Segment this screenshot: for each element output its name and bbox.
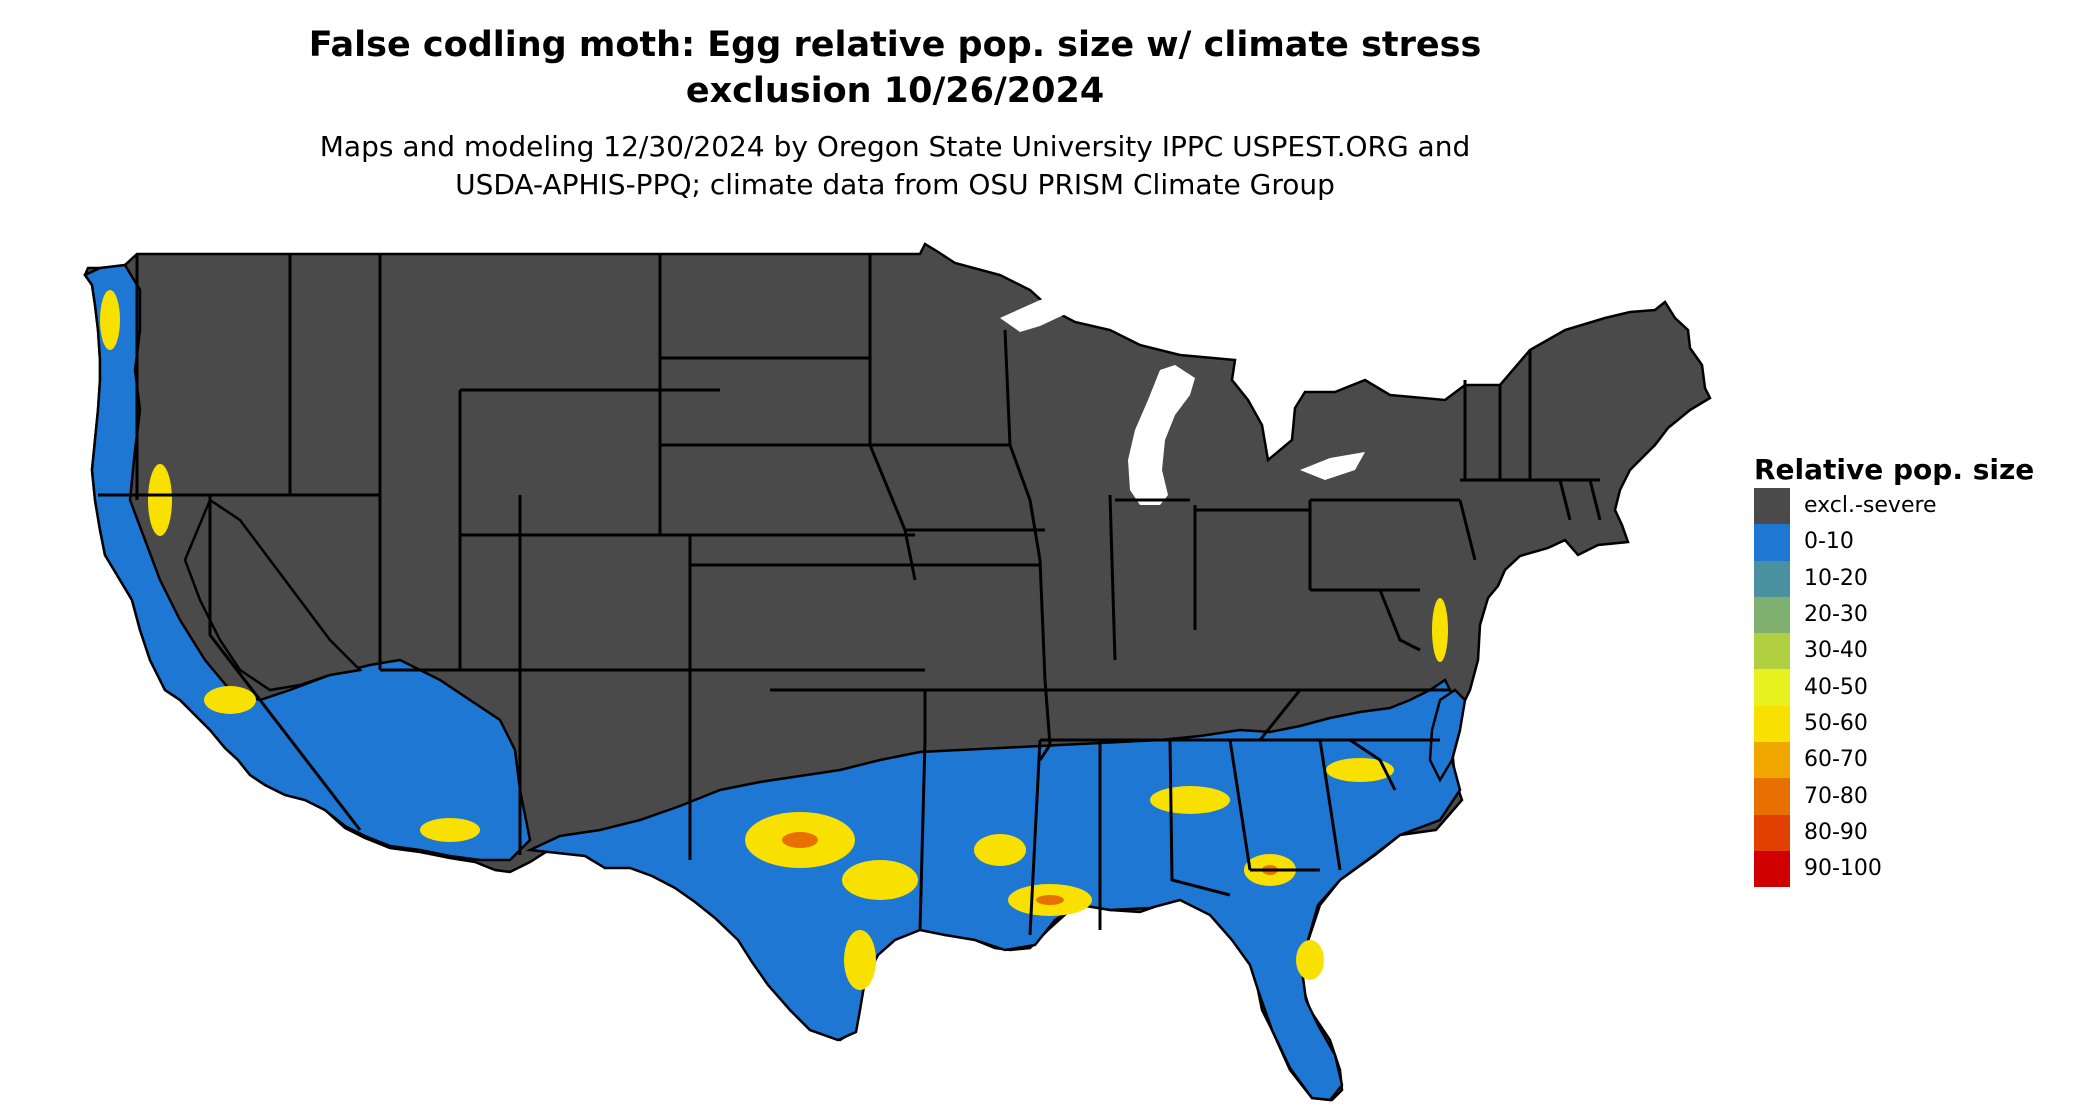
map-subtitle: Maps and modeling 12/30/2024 by Oregon S… xyxy=(0,128,1790,204)
legend-swatch xyxy=(1754,560,1790,597)
legend-item: 50-60 xyxy=(1754,705,2034,743)
legend-item: 80-90 xyxy=(1754,814,2034,851)
hotspot-texas-east xyxy=(842,860,918,900)
legend-item: 90-100 xyxy=(1754,850,2034,888)
western-suitable-zone xyxy=(83,263,532,862)
hotspots-70-80 xyxy=(782,832,1278,905)
legend-item: 60-70 xyxy=(1754,742,2034,779)
legend-swatch xyxy=(1754,850,1790,888)
legend-label: 60-70 xyxy=(1804,747,1868,773)
legend-item: excl.-severe xyxy=(1754,488,2034,525)
hotspot-texas-coast xyxy=(844,930,876,990)
legend-swatch xyxy=(1754,596,1790,634)
legend-swatch xyxy=(1754,633,1790,670)
legend-label: 90-100 xyxy=(1804,856,1882,882)
legend-items: excl.-severe 0-10 10-20 20-30 30-40 40-50 50-6… xyxy=(1754,488,2034,888)
state-border-south xyxy=(1028,688,1450,936)
hotspot-oregon-coast xyxy=(100,290,120,350)
lake-superior-water xyxy=(1000,283,1110,332)
legend-label: excl.-severe xyxy=(1804,493,1937,519)
map-title: False codling moth: Egg relative pop. si… xyxy=(0,22,1790,114)
legend-swatch xyxy=(1754,742,1790,779)
state-borders xyxy=(98,254,1602,936)
map-title-line2: exclusion 10/26/2024 xyxy=(685,71,1105,111)
legend-title: Relative pop. size xyxy=(1754,453,2035,486)
legend-label: 70-80 xyxy=(1804,783,1868,809)
map-legend: Relative pop. size excl.-severe 0-10 10-20… xyxy=(1754,452,2035,888)
legend-item: 20-30 xyxy=(1754,596,2034,634)
hotspot-alabama xyxy=(1150,786,1230,814)
state-border-midwest xyxy=(870,329,1312,761)
legend-label: 0-10 xyxy=(1804,529,1854,555)
legend-swatch xyxy=(1754,778,1790,815)
lake-erie-ontario-water xyxy=(1300,452,1365,480)
us-map xyxy=(83,242,1712,1102)
hotspot-mississippi xyxy=(974,834,1026,866)
hotspot-california-central xyxy=(148,464,172,536)
legend-item: 10-20 xyxy=(1754,560,2034,597)
map-subtitle-line2: USDA-APHIS-PPQ; climate data from OSU PR… xyxy=(455,168,1335,201)
map-title-line1: False codling moth: Egg relative pop. si… xyxy=(308,25,1482,65)
great-lakes-water xyxy=(1128,365,1195,505)
hotspot-louisiana-core xyxy=(1036,895,1064,905)
map-subtitle-line1: Maps and modeling 12/30/2024 by Oregon S… xyxy=(319,130,1471,163)
legend-label: 40-50 xyxy=(1804,674,1868,700)
legend-swatch xyxy=(1754,488,1790,525)
legend-label: 50-60 xyxy=(1804,710,1868,736)
legend-item: 0-10 xyxy=(1754,524,2034,561)
legend-swatch xyxy=(1754,814,1790,851)
legend-swatch xyxy=(1754,669,1790,706)
state-border-northeast xyxy=(1310,350,1602,652)
hotspot-arizona xyxy=(420,818,480,842)
hotspot-california-south xyxy=(204,686,256,714)
legend-label: 10-20 xyxy=(1804,565,1868,591)
legend-item: 30-40 xyxy=(1754,633,2034,670)
hotspot-texas-core xyxy=(782,832,818,848)
legend-item: 70-80 xyxy=(1754,778,2034,815)
hotspot-florida xyxy=(1296,940,1324,980)
legend-label: 20-30 xyxy=(1804,602,1868,628)
legend-swatch xyxy=(1754,524,1790,561)
legend-label: 80-90 xyxy=(1804,819,1868,845)
hotspot-chesapeake xyxy=(1432,598,1448,662)
legend-item: 40-50 xyxy=(1754,669,2034,706)
western-excluded-pocket xyxy=(183,498,363,692)
state-border-west xyxy=(98,254,915,860)
legend-label: 30-40 xyxy=(1804,638,1868,664)
hotspot-carolina xyxy=(1326,758,1394,782)
legend-swatch xyxy=(1754,705,1790,743)
